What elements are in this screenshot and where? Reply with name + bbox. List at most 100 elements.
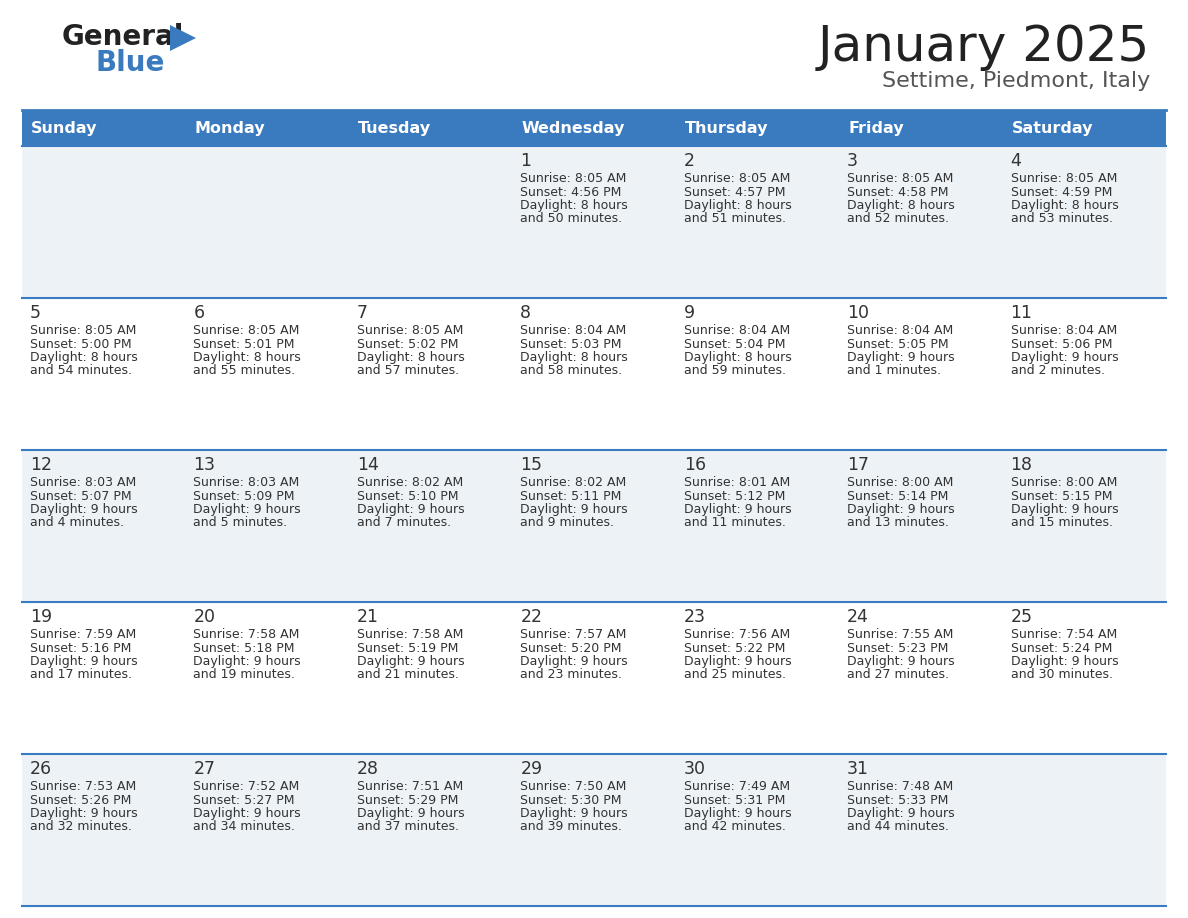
Bar xyxy=(23,450,1165,602)
Text: and 44 minutes.: and 44 minutes. xyxy=(847,821,949,834)
Text: and 37 minutes.: and 37 minutes. xyxy=(356,821,459,834)
Text: 4: 4 xyxy=(1011,152,1022,170)
Text: Sunset: 5:01 PM: Sunset: 5:01 PM xyxy=(194,338,295,351)
Text: Settime, Piedmont, Italy: Settime, Piedmont, Italy xyxy=(881,71,1150,91)
Text: 8: 8 xyxy=(520,304,531,322)
Text: 25: 25 xyxy=(1011,608,1032,626)
Text: Sunset: 5:19 PM: Sunset: 5:19 PM xyxy=(356,642,459,655)
Text: and 13 minutes.: and 13 minutes. xyxy=(847,517,949,530)
Text: 17: 17 xyxy=(847,456,870,474)
Bar xyxy=(839,110,1003,146)
Text: 20: 20 xyxy=(194,608,215,626)
Text: Sunrise: 8:02 AM: Sunrise: 8:02 AM xyxy=(520,476,626,489)
Text: and 39 minutes.: and 39 minutes. xyxy=(520,821,623,834)
Text: and 30 minutes.: and 30 minutes. xyxy=(1011,668,1113,681)
Text: Daylight: 9 hours: Daylight: 9 hours xyxy=(30,807,138,820)
Text: Sunset: 5:27 PM: Sunset: 5:27 PM xyxy=(194,793,295,807)
Text: Daylight: 9 hours: Daylight: 9 hours xyxy=(194,655,301,668)
Text: 30: 30 xyxy=(684,760,706,778)
Text: Sunset: 5:33 PM: Sunset: 5:33 PM xyxy=(847,793,948,807)
Text: Daylight: 9 hours: Daylight: 9 hours xyxy=(194,807,301,820)
Text: Sunrise: 8:05 AM: Sunrise: 8:05 AM xyxy=(30,324,137,337)
Text: Daylight: 9 hours: Daylight: 9 hours xyxy=(356,807,465,820)
Text: and 17 minutes.: and 17 minutes. xyxy=(30,668,132,681)
Text: Sunrise: 7:58 AM: Sunrise: 7:58 AM xyxy=(194,628,299,641)
Text: Sunrise: 8:03 AM: Sunrise: 8:03 AM xyxy=(30,476,137,489)
Text: 23: 23 xyxy=(684,608,706,626)
Text: Sunrise: 7:50 AM: Sunrise: 7:50 AM xyxy=(520,780,626,793)
Text: and 21 minutes.: and 21 minutes. xyxy=(356,668,459,681)
Text: Daylight: 8 hours: Daylight: 8 hours xyxy=(30,351,138,364)
Bar xyxy=(185,110,349,146)
Text: Sunrise: 8:05 AM: Sunrise: 8:05 AM xyxy=(520,172,626,185)
Text: Daylight: 8 hours: Daylight: 8 hours xyxy=(1011,199,1118,212)
Text: 27: 27 xyxy=(194,760,215,778)
Text: Sunset: 5:24 PM: Sunset: 5:24 PM xyxy=(1011,642,1112,655)
Text: 13: 13 xyxy=(194,456,215,474)
Text: 28: 28 xyxy=(356,760,379,778)
Text: Daylight: 8 hours: Daylight: 8 hours xyxy=(356,351,465,364)
Text: and 50 minutes.: and 50 minutes. xyxy=(520,212,623,226)
Text: and 58 minutes.: and 58 minutes. xyxy=(520,364,623,377)
Text: Sunset: 5:05 PM: Sunset: 5:05 PM xyxy=(847,338,949,351)
Text: Sunrise: 7:52 AM: Sunrise: 7:52 AM xyxy=(194,780,299,793)
Text: Sunrise: 8:03 AM: Sunrise: 8:03 AM xyxy=(194,476,299,489)
Text: 18: 18 xyxy=(1011,456,1032,474)
Text: Sunset: 5:22 PM: Sunset: 5:22 PM xyxy=(684,642,785,655)
Text: Daylight: 9 hours: Daylight: 9 hours xyxy=(684,655,791,668)
Text: Sunset: 5:06 PM: Sunset: 5:06 PM xyxy=(1011,338,1112,351)
Text: Sunset: 5:04 PM: Sunset: 5:04 PM xyxy=(684,338,785,351)
Text: 5: 5 xyxy=(30,304,42,322)
Text: Sunset: 5:30 PM: Sunset: 5:30 PM xyxy=(520,793,621,807)
Text: Sunrise: 8:04 AM: Sunrise: 8:04 AM xyxy=(684,324,790,337)
Text: General: General xyxy=(62,23,184,51)
Bar xyxy=(23,298,1165,450)
Text: Sunday: Sunday xyxy=(31,120,97,136)
Text: Daylight: 9 hours: Daylight: 9 hours xyxy=(194,503,301,516)
Text: Daylight: 9 hours: Daylight: 9 hours xyxy=(684,503,791,516)
Text: Daylight: 8 hours: Daylight: 8 hours xyxy=(520,199,628,212)
Text: 9: 9 xyxy=(684,304,695,322)
Text: Sunrise: 8:05 AM: Sunrise: 8:05 AM xyxy=(194,324,299,337)
Polygon shape xyxy=(170,25,196,51)
Text: Sunrise: 7:58 AM: Sunrise: 7:58 AM xyxy=(356,628,463,641)
Text: Sunrise: 7:53 AM: Sunrise: 7:53 AM xyxy=(30,780,137,793)
Text: Sunset: 5:12 PM: Sunset: 5:12 PM xyxy=(684,489,785,502)
Text: Sunset: 5:03 PM: Sunset: 5:03 PM xyxy=(520,338,621,351)
Text: and 2 minutes.: and 2 minutes. xyxy=(1011,364,1105,377)
Text: Daylight: 9 hours: Daylight: 9 hours xyxy=(520,807,628,820)
Text: Saturday: Saturday xyxy=(1011,120,1093,136)
Text: Sunset: 5:11 PM: Sunset: 5:11 PM xyxy=(520,489,621,502)
Text: and 52 minutes.: and 52 minutes. xyxy=(847,212,949,226)
Text: Sunset: 5:31 PM: Sunset: 5:31 PM xyxy=(684,793,785,807)
Text: Sunset: 4:58 PM: Sunset: 4:58 PM xyxy=(847,185,949,198)
Text: 29: 29 xyxy=(520,760,543,778)
Text: Sunrise: 8:00 AM: Sunrise: 8:00 AM xyxy=(1011,476,1117,489)
Text: Sunrise: 8:05 AM: Sunrise: 8:05 AM xyxy=(847,172,954,185)
Text: Sunrise: 8:04 AM: Sunrise: 8:04 AM xyxy=(520,324,626,337)
Text: Sunrise: 7:57 AM: Sunrise: 7:57 AM xyxy=(520,628,626,641)
Text: Daylight: 9 hours: Daylight: 9 hours xyxy=(520,655,628,668)
Text: and 5 minutes.: and 5 minutes. xyxy=(194,517,287,530)
Text: Sunrise: 8:00 AM: Sunrise: 8:00 AM xyxy=(847,476,954,489)
Text: 2: 2 xyxy=(684,152,695,170)
Text: and 4 minutes.: and 4 minutes. xyxy=(30,517,124,530)
Text: and 23 minutes.: and 23 minutes. xyxy=(520,668,623,681)
Text: and 55 minutes.: and 55 minutes. xyxy=(194,364,296,377)
Text: Sunrise: 8:05 AM: Sunrise: 8:05 AM xyxy=(356,324,463,337)
Bar xyxy=(23,110,185,146)
Text: and 9 minutes.: and 9 minutes. xyxy=(520,517,614,530)
Bar xyxy=(23,754,1165,906)
Text: Sunrise: 7:59 AM: Sunrise: 7:59 AM xyxy=(30,628,137,641)
Text: 12: 12 xyxy=(30,456,52,474)
Text: 1: 1 xyxy=(520,152,531,170)
Text: Sunset: 4:57 PM: Sunset: 4:57 PM xyxy=(684,185,785,198)
Text: Daylight: 8 hours: Daylight: 8 hours xyxy=(847,199,955,212)
Text: Sunrise: 7:49 AM: Sunrise: 7:49 AM xyxy=(684,780,790,793)
Text: and 27 minutes.: and 27 minutes. xyxy=(847,668,949,681)
Text: 26: 26 xyxy=(30,760,52,778)
Text: 31: 31 xyxy=(847,760,870,778)
Text: Sunset: 5:26 PM: Sunset: 5:26 PM xyxy=(30,793,132,807)
Text: and 32 minutes.: and 32 minutes. xyxy=(30,821,132,834)
Text: and 19 minutes.: and 19 minutes. xyxy=(194,668,296,681)
